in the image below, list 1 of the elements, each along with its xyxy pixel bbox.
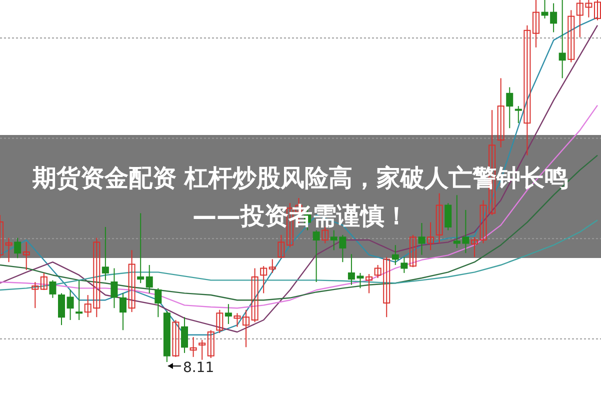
annotation: 8.11	[182, 360, 214, 376]
